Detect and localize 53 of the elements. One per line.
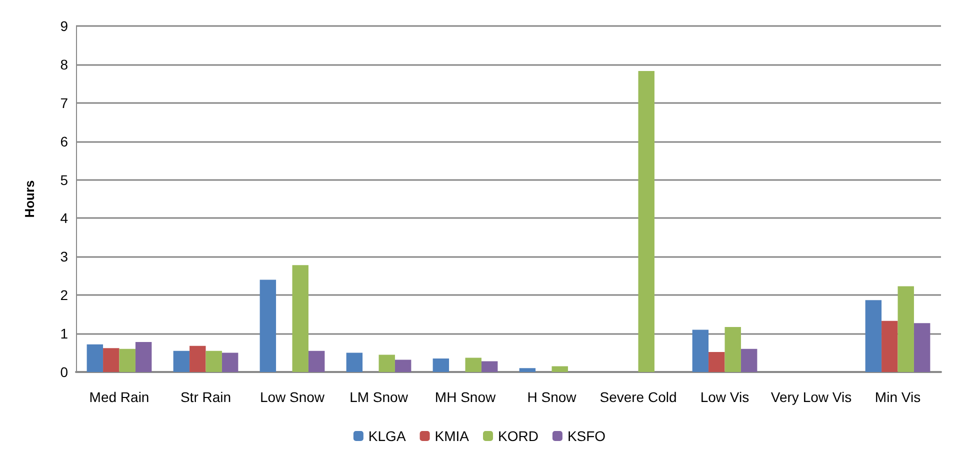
y-tick-label: 2 (60, 287, 68, 304)
bar (394, 360, 412, 372)
bar (135, 342, 152, 372)
bar (378, 354, 395, 372)
x-tick-label: H Snow (527, 389, 578, 405)
y-tick-label: 3 (60, 248, 68, 265)
y-tick-label: 9 (60, 18, 68, 34)
bar (190, 346, 206, 372)
bar (86, 344, 104, 372)
bar (481, 361, 498, 372)
y-tick-label: 7 (60, 94, 68, 111)
bar (260, 280, 276, 372)
y-tick-label: 1 (60, 326, 68, 342)
y-axis-title: Hours (22, 180, 37, 218)
x-tick-label: LM Snow (350, 389, 409, 405)
bar (519, 368, 536, 372)
legend-label: KMIA (434, 428, 470, 444)
bar (708, 352, 725, 372)
y-tick-label: 6 (60, 133, 68, 150)
bar (692, 330, 709, 372)
bar (914, 323, 930, 372)
bar (206, 350, 222, 372)
bar (119, 348, 136, 372)
bar (882, 320, 898, 372)
bar (222, 352, 238, 372)
bar (292, 265, 308, 372)
bar (465, 358, 482, 372)
bar (432, 358, 450, 372)
x-tick-label: Low Vis (700, 389, 750, 405)
legend-label: KLGA (368, 428, 406, 444)
bar (103, 348, 120, 372)
bar (865, 300, 882, 372)
y-tick-label: 5 (60, 172, 68, 188)
x-tick-label: MH Snow (434, 389, 496, 405)
bar (740, 348, 758, 372)
x-tick-label: Severe Cold (600, 389, 677, 405)
bar (724, 327, 741, 372)
bar (173, 350, 190, 372)
legend-label: KSFO (567, 428, 606, 444)
y-tick-label: 0 (60, 364, 68, 380)
bar (308, 350, 325, 372)
bar (346, 352, 363, 372)
x-tick-label: Min Vis (874, 389, 921, 405)
x-tick-label: Med Rain (89, 389, 150, 405)
x-tick-label: Very Low Vis (770, 389, 852, 405)
bar (898, 286, 914, 372)
x-tick-label: Str Rain (180, 389, 232, 405)
y-tick-label: 4 (60, 210, 68, 226)
x-tick-label: Low Snow (260, 389, 326, 405)
y-tick-label: 8 (60, 56, 68, 72)
bar (552, 366, 568, 372)
bar (638, 70, 654, 372)
legend-label: KORD (498, 428, 538, 444)
